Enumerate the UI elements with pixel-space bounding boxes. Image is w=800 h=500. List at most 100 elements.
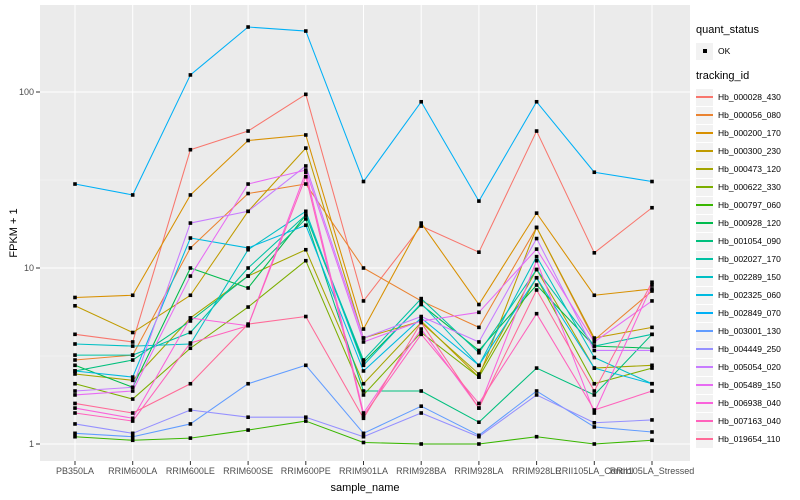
legend-item-Hb_000300_230: Hb_000300_230	[696, 142, 800, 160]
legend-item-Hb_001054_090: Hb_001054_090	[696, 232, 800, 250]
data-point-marker	[246, 286, 250, 290]
data-point-marker	[246, 25, 250, 29]
legend-key-box	[696, 412, 713, 430]
x-tick-label: RRIM600LA	[108, 466, 157, 476]
data-point-marker	[361, 363, 366, 368]
data-point-marker	[304, 164, 308, 168]
data-point-marker	[361, 340, 366, 344]
data-point-marker	[188, 246, 193, 250]
ok-square-marker-icon	[702, 49, 707, 53]
legend-key-box	[696, 232, 713, 250]
data-point-marker	[534, 283, 539, 287]
data-point-marker	[188, 293, 193, 298]
legend-item-label: Hb_003001_130	[718, 326, 781, 336]
legend-item-Hb_000056_080: Hb_000056_080	[696, 106, 800, 124]
data-point-marker	[361, 336, 366, 340]
series-color-swatch-icon	[696, 258, 713, 260]
data-point-marker	[246, 274, 250, 278]
data-point-marker	[304, 92, 308, 97]
data-point-marker	[130, 353, 135, 357]
data-point-marker	[650, 179, 654, 184]
data-point-marker	[304, 29, 308, 33]
legend-key-box	[696, 430, 713, 448]
data-point-marker	[304, 133, 308, 137]
data-point-marker	[73, 358, 77, 362]
series-color-swatch-icon	[696, 438, 713, 440]
data-point-marker	[650, 283, 654, 287]
data-point-marker	[361, 266, 366, 270]
data-point-marker	[246, 428, 250, 432]
legend-title-quant-status: quant_status	[696, 24, 759, 36]
data-point-marker	[304, 213, 308, 217]
data-point-marker	[650, 363, 654, 368]
data-point-marker	[592, 442, 597, 446]
data-point-marker	[304, 209, 308, 214]
data-point-marker	[304, 258, 308, 263]
data-point-marker	[130, 397, 135, 401]
data-point-marker	[130, 431, 135, 436]
data-point-marker	[130, 419, 135, 423]
x-axis-title: sample_name	[330, 482, 400, 494]
legend-item-label: Hb_002027_170	[718, 254, 781, 264]
y-axis-title: FPKM + 1	[8, 208, 20, 258]
data-point-marker	[592, 344, 597, 348]
legend-item-label: OK	[718, 46, 731, 56]
data-point-marker	[304, 146, 308, 150]
legend-item-Hb_000200_170: Hb_000200_170	[696, 124, 800, 142]
data-point-marker	[419, 99, 423, 104]
series-color-swatch-icon	[696, 402, 713, 404]
data-point-marker	[534, 389, 539, 393]
data-point-marker	[477, 372, 481, 376]
data-point-marker	[650, 348, 654, 353]
series-color-swatch-icon	[696, 384, 713, 386]
legend-key-box	[696, 268, 713, 286]
data-point-marker	[592, 425, 597, 429]
data-point-marker	[188, 316, 193, 320]
legend-item-label: Hb_000473_120	[718, 164, 781, 174]
legend-spacer	[696, 60, 800, 70]
data-point-marker	[534, 288, 539, 292]
legend-item-label: Hb_002289_150	[718, 272, 781, 282]
data-point-marker	[592, 381, 597, 386]
data-point-marker	[246, 305, 250, 309]
legend-item-Hb_000928_120: Hb_000928_120	[696, 214, 800, 232]
data-point-marker	[304, 314, 308, 319]
legend-item-label: Hb_002325_060	[718, 290, 781, 300]
data-point-marker	[188, 341, 193, 345]
data-point-marker	[130, 438, 135, 443]
legend-item-Hb_004449_250: Hb_004449_250	[696, 340, 800, 358]
data-point-marker	[304, 223, 308, 228]
data-point-marker	[246, 129, 250, 133]
data-point-marker	[188, 193, 193, 197]
data-point-marker	[650, 389, 654, 393]
series-color-swatch-icon	[696, 132, 713, 134]
data-point-marker	[361, 358, 366, 362]
data-point-marker	[592, 420, 597, 425]
x-tick-label: RRIM600SE	[223, 466, 273, 476]
data-point-marker	[130, 193, 135, 197]
data-point-marker	[534, 254, 539, 259]
data-point-marker	[534, 366, 539, 370]
data-point-marker	[477, 363, 481, 368]
legend-item-Hb_019654_110: Hb_019654_110	[696, 430, 800, 448]
data-point-marker	[592, 336, 597, 340]
legend-item-label: Hb_005054_020	[718, 362, 781, 372]
data-point-marker	[650, 205, 654, 210]
data-point-marker	[650, 289, 654, 293]
data-point-marker	[650, 346, 654, 351]
data-point-marker	[73, 411, 77, 415]
data-point-marker	[246, 322, 250, 326]
x-tick-label: RRIM600PE	[281, 466, 331, 476]
data-point-marker	[130, 411, 135, 415]
data-point-marker	[361, 393, 366, 397]
data-point-marker	[650, 418, 654, 422]
data-point-marker	[73, 363, 77, 368]
data-point-marker	[130, 375, 135, 379]
series-color-swatch-icon	[696, 168, 713, 170]
legend-item-label: Hb_005489_150	[718, 380, 781, 390]
data-point-marker	[419, 411, 423, 415]
data-point-marker	[188, 73, 193, 77]
legend-key-box	[696, 142, 713, 160]
legend-item-Hb_000797_060: Hb_000797_060	[696, 196, 800, 214]
